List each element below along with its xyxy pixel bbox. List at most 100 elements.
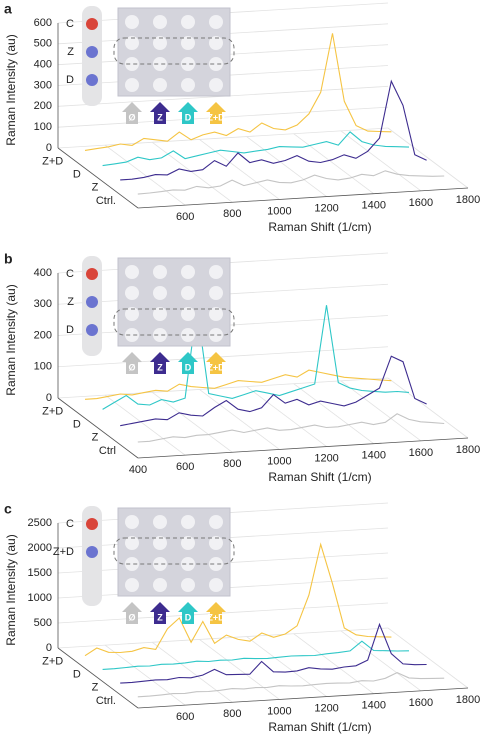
- x-tick-label: 1600: [409, 447, 433, 459]
- y-axis-title: Raman Intensity (au): [4, 284, 18, 395]
- well: [125, 557, 139, 571]
- y-tick-label: 1000: [28, 592, 52, 604]
- well: [181, 15, 195, 29]
- well: [125, 515, 139, 529]
- panel-label: b: [4, 251, 13, 267]
- x-tick-label: 600: [176, 461, 194, 473]
- arrow-label: Z+D: [207, 362, 225, 372]
- grid-line: [57, 377, 389, 399]
- arrow: [206, 602, 226, 624]
- grid-line: [246, 136, 327, 197]
- y-tick-label: 600: [34, 17, 52, 29]
- y-tick-label: 400: [34, 267, 52, 279]
- row-label: Z: [67, 296, 74, 308]
- panel: 0 100 200 300 400 500 600 600 800 1000 1200 1400 160…: [4, 1, 480, 234]
- well: [181, 36, 195, 50]
- well: [181, 536, 195, 550]
- x-tick-label: 1800: [456, 444, 480, 456]
- well: [153, 36, 167, 50]
- sample-dot: [86, 296, 98, 308]
- sample-dot: [86, 74, 98, 86]
- well: [181, 578, 195, 592]
- grid-line: [57, 602, 389, 624]
- spectrum-line: [84, 542, 392, 657]
- x-axis: [137, 687, 469, 709]
- well: [181, 78, 195, 92]
- well: [125, 307, 139, 321]
- depth-label: Ctrl: [99, 445, 116, 457]
- well: [209, 515, 223, 529]
- grid-line: [293, 633, 374, 695]
- grid-line: [152, 391, 233, 453]
- y-tick-label: 300: [34, 79, 52, 91]
- x-tick-label: 600: [176, 211, 194, 223]
- well: [125, 36, 139, 50]
- y-tick-label: 0: [46, 642, 52, 654]
- depth-label: Z: [92, 182, 99, 194]
- row-label: D: [66, 74, 74, 86]
- sample-dot: [86, 46, 98, 58]
- arrow-label: D: [185, 112, 192, 122]
- arrow-label: Z: [157, 112, 163, 122]
- grid-line: [293, 383, 374, 445]
- sample-dot: [86, 18, 98, 30]
- arrow-label: Ø: [128, 612, 135, 622]
- arrow: [178, 352, 198, 374]
- grid-line: [199, 139, 280, 200]
- well: [181, 265, 195, 279]
- grid-line: [104, 394, 186, 456]
- arrow-label: Z+D: [207, 612, 225, 622]
- spectrum-line: [137, 413, 445, 443]
- x-tick-label: 1400: [361, 700, 385, 712]
- well: [209, 536, 223, 550]
- grid-line: [293, 133, 374, 195]
- depth-label: Z: [92, 682, 99, 694]
- row-label: D: [66, 324, 74, 336]
- sample-dot: [86, 518, 98, 530]
- well: [209, 15, 223, 29]
- depth-label: Ctrl.: [96, 195, 116, 207]
- panel: 0 100 200 300 400 400 600 800 1000 1200 1400 1600 18…: [4, 251, 480, 484]
- y-tick-label: 500: [34, 617, 52, 629]
- grid-line: [199, 639, 280, 700]
- x-axis: [137, 187, 469, 209]
- highlight-box: [113, 537, 235, 565]
- grid-line: [152, 641, 233, 703]
- y-tick-label: 300: [34, 298, 52, 310]
- x-axis-title: Raman Shift (1/cm): [268, 220, 371, 234]
- row-label: Z+D: [53, 546, 74, 558]
- grid-line: [57, 127, 389, 149]
- y-tick-label: 2000: [28, 542, 52, 554]
- x-tick-label: 1000: [267, 455, 291, 467]
- y-tick-label: 200: [34, 100, 52, 112]
- arrow: [150, 352, 170, 374]
- grid-line: [387, 127, 469, 189]
- spectrum-line: [137, 671, 445, 698]
- well: [209, 78, 223, 92]
- grid-line: [340, 380, 422, 442]
- arrow: [206, 102, 226, 124]
- spectrum-line: [137, 170, 445, 195]
- arrow: [178, 602, 198, 624]
- y-tick-label: 400: [34, 59, 52, 71]
- highlight-box: [113, 308, 235, 336]
- well: [153, 328, 167, 342]
- y-tick-label: 0: [46, 392, 52, 404]
- x-tick-label: 1800: [456, 194, 480, 206]
- x-tick-label: 800: [223, 208, 241, 220]
- depth-label: Z+D: [42, 655, 63, 667]
- arrow: [122, 102, 142, 124]
- well: [125, 57, 139, 71]
- grid-line: [387, 627, 469, 689]
- depth-label: D: [73, 669, 81, 681]
- depth-label: D: [73, 419, 81, 431]
- well: [153, 536, 167, 550]
- well: [153, 286, 167, 300]
- x-axis-title: Raman Shift (1/cm): [268, 470, 371, 484]
- row-label: C: [66, 18, 74, 30]
- spectrum-line: [120, 622, 427, 684]
- grid-line: [152, 141, 233, 203]
- y-tick-label: 100: [34, 361, 52, 373]
- spectrum-line: [84, 369, 392, 400]
